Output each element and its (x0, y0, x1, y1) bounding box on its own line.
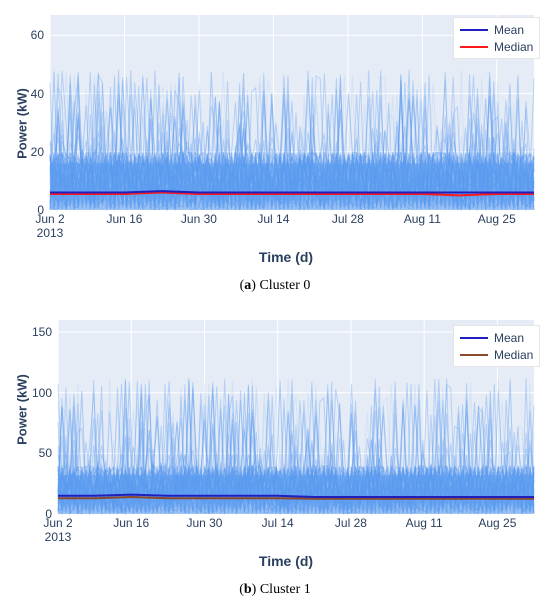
legend-item-mean[interactable]: Mean (460, 329, 533, 346)
trace-density (50, 163, 534, 210)
caption-cluster-1: (b) Cluster 1 (239, 582, 311, 597)
legend-swatch-mean (460, 28, 488, 31)
y-tick-label: 60 (30, 28, 44, 43)
y-tick-label: 100 (31, 385, 52, 400)
y-axis-title: Power (kW) (14, 374, 30, 445)
x-tick-label: Jul 14 (261, 516, 294, 530)
x-tick-label: Jul 14 (257, 212, 290, 226)
legend-label-mean: Mean (494, 22, 525, 37)
legend-swatch-mean (460, 336, 488, 339)
x-tick-label: Aug 11 (405, 516, 443, 530)
trace-line (49, 77, 535, 211)
caption-cluster-0: (a) Cluster 0 (239, 278, 311, 293)
caption-text: Cluster 1 (256, 582, 311, 597)
y-axis-title: Power (kW) (14, 88, 30, 159)
y-tick-label: 50 (38, 446, 52, 461)
x-tick-year-label: 2013 (44, 530, 72, 544)
legend-label-median: Median (494, 347, 534, 362)
series-line-mean (58, 493, 534, 498)
x-tick-label: Jun 30 (180, 212, 217, 226)
series-line-median (50, 191, 534, 197)
y-tick-label: 150 (31, 325, 52, 340)
y-tick-label: 0 (37, 203, 44, 217)
caption-text: Cluster 0 (255, 278, 311, 293)
series-line-mean (50, 190, 534, 194)
legend-label-median: Median (494, 39, 534, 54)
x-tick-label: Jun 2 (43, 516, 73, 530)
legend[interactable]: Mean Median (453, 325, 541, 367)
caption-label: b (243, 582, 252, 597)
chart-cluster-0: 0 20 40 60 Jun 2 Jun 16 Jun 30 Jul 14 Jul 28 Aug… (0, 0, 550, 300)
x-axis-title: Time (d) (258, 249, 314, 265)
legend-item-mean[interactable]: Mean (460, 21, 533, 38)
legend[interactable]: Mean Median (453, 17, 541, 59)
x-tick-year-label: 2013 (36, 226, 64, 240)
legend-swatch-median (460, 353, 488, 356)
legend-swatch-median (460, 45, 488, 48)
x-tick-label: Jun 2 (35, 212, 65, 226)
legend-item-median[interactable]: Median (460, 38, 533, 55)
legend-item-median[interactable]: Median (460, 346, 533, 363)
y-tick-label: 0 (45, 507, 52, 521)
legend-label-mean: Mean (494, 330, 525, 345)
y-tick-label: 40 (30, 86, 44, 101)
x-tick-label: Aug 11 (403, 212, 441, 226)
chart-cluster-1: 0 50 100 150 Jun 2 Jun 16 Jun 30 Jul 14 Jul 28 A… (0, 306, 550, 603)
x-tick-label: Jun 30 (186, 516, 223, 530)
plot-area-cluster-1 (57, 320, 535, 516)
series-line-median (58, 495, 534, 500)
x-tick-label: Jul 28 (334, 516, 367, 530)
x-axis-title: Time (d) (258, 553, 314, 569)
x-tick-label: Jul 28 (331, 212, 364, 226)
x-tick-label: Aug 25 (477, 212, 516, 226)
y-tick-label: 20 (30, 144, 44, 159)
caption-label: a (244, 278, 252, 293)
x-tick-label: Jun 16 (113, 516, 150, 530)
x-tick-label: Jun 16 (106, 212, 143, 226)
x-tick-label: Aug 25 (478, 516, 517, 530)
